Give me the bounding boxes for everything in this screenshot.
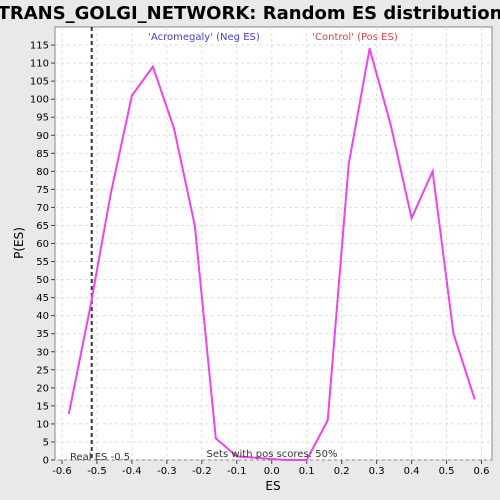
- y-tick-label: 110: [30, 59, 49, 70]
- data-point: [389, 123, 392, 126]
- data-point: [431, 170, 434, 173]
- y-axis-label: P(ES): [12, 227, 26, 259]
- y-tick-label: 85: [36, 149, 49, 160]
- y-tick-label: 100: [30, 95, 49, 106]
- y-tick-label: 5: [43, 437, 49, 448]
- x-tick-label: -0.2: [192, 466, 212, 477]
- grid-lines: [55, 27, 492, 461]
- x-tick-label: -0.1: [227, 466, 247, 477]
- data-point: [67, 412, 70, 415]
- y-tick-label: 30: [36, 347, 49, 358]
- y-tick-label: 20: [36, 383, 49, 394]
- data-point: [284, 459, 287, 461]
- chart-title: TRANS_GOLGI_NETWORK: Random ES distribut…: [0, 3, 500, 24]
- y-tick-label: 105: [30, 77, 49, 88]
- y-tick-label: 95: [36, 113, 49, 124]
- x-tick-label: -0.3: [157, 466, 177, 477]
- x-tick-label: -0.5: [87, 466, 107, 477]
- x-tick-label: 0.2: [334, 466, 350, 477]
- data-point: [235, 455, 238, 458]
- y-axis: 0 5 10 15 20 25 30 35 40 45 50 55 60 65 70 75 80 85 90 95 10…: [30, 41, 55, 467]
- x-tick-label: -0.6: [52, 466, 72, 477]
- data-point: [305, 459, 308, 461]
- data-point: [473, 397, 476, 400]
- y-tick-label: 55: [36, 257, 49, 268]
- y-tick-label: 10: [36, 419, 49, 430]
- y-tick-label: 90: [36, 131, 49, 142]
- x-tick-label: 0.1: [299, 466, 315, 477]
- x-tick-label: 0.3: [369, 466, 385, 477]
- x-tick-label: 0.0: [264, 466, 280, 477]
- data-point: [193, 224, 196, 227]
- series-points: [67, 47, 476, 461]
- y-tick-label: 0: [43, 456, 49, 467]
- data-point: [410, 217, 413, 220]
- x-axis-label: ES: [265, 479, 280, 493]
- x-axis: -0.6 -0.5 -0.4 -0.3 -0.2 -0.1 0.0 0.1 0.2 0.3 0.4 0…: [52, 460, 489, 477]
- y-tick-label: 70: [36, 203, 49, 214]
- data-point: [214, 437, 217, 440]
- y-tick-label: 35: [36, 329, 49, 340]
- data-point: [347, 163, 350, 166]
- x-tick-label: 0.4: [404, 466, 420, 477]
- x-tick-label: -0.4: [122, 466, 142, 477]
- y-tick-label: 25: [36, 365, 49, 376]
- pos-es-label: 'Control' (Pos ES): [312, 32, 398, 43]
- y-tick-label: 45: [36, 293, 49, 304]
- pos-scores-label: Sets with pos scores: 50%: [207, 449, 338, 460]
- data-point: [88, 307, 91, 310]
- x-tick-label: 0.6: [474, 466, 490, 477]
- data-point: [109, 191, 112, 194]
- y-tick-label: 60: [36, 239, 49, 250]
- data-point: [368, 47, 371, 50]
- y-tick-label: 65: [36, 221, 49, 232]
- y-tick-label: 80: [36, 167, 49, 178]
- y-tick-label: 75: [36, 185, 49, 196]
- y-tick-label: 115: [30, 41, 49, 52]
- data-point: [452, 332, 455, 335]
- x-tick-label: 0.5: [439, 466, 455, 477]
- y-tick-label: 50: [36, 275, 49, 286]
- data-point: [172, 127, 175, 130]
- data-point: [130, 94, 133, 97]
- neg-es-label: 'Acromegaly' (Neg ES): [148, 32, 260, 43]
- y-tick-label: 15: [36, 401, 49, 412]
- y-tick-label: 40: [36, 311, 49, 322]
- data-point: [151, 65, 154, 68]
- real-es-label: Real ES -0.5: [70, 452, 130, 463]
- data-point: [326, 419, 329, 422]
